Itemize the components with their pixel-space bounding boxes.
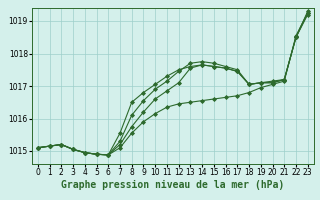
X-axis label: Graphe pression niveau de la mer (hPa): Graphe pression niveau de la mer (hPa) [61,180,284,190]
